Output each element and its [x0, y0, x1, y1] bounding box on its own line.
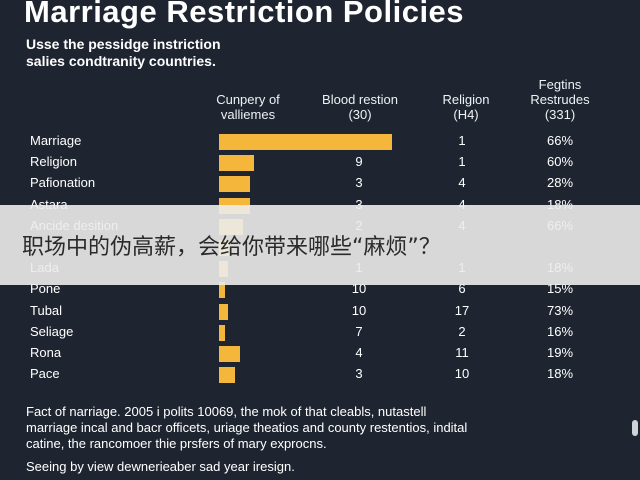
header-blood-line-1: Blood restion: [322, 92, 398, 107]
blood-restriction-value: 10: [351, 302, 367, 318]
bar: [219, 134, 392, 150]
headline-banner: 职场中的伪高薪，会给你带来哪些“麻烦”？: [0, 205, 640, 285]
subtitle-line-1: Usse the pessidge instriction: [26, 36, 221, 52]
chart-title: Marriage Restriction Policies: [24, 0, 465, 29]
blood-restriction-value: 4: [355, 345, 363, 360]
footnote-line-2: marriage incal and bacr officets, uriage…: [26, 420, 468, 435]
header-religion-line-1: Religion: [442, 92, 490, 107]
header-religion-line-2: (H4): [453, 107, 479, 122]
category-label: Rona: [30, 345, 62, 360]
header-restrictions: Fegtins Restrudes (331): [508, 77, 612, 122]
religion-value: 4: [458, 175, 466, 191]
category-label: Pone: [30, 281, 61, 297]
headline-banner-text: 职场中的伪高薪，会给你带来哪些“麻烦”？: [22, 235, 441, 260]
blood-restriction-value: 3: [329, 197, 389, 212]
bar: [219, 346, 240, 362]
bar: [219, 324, 225, 341]
scrollbar-thumb[interactable]: [632, 420, 638, 436]
caption: Seeing by view dewnerieaber sad year ire…: [26, 459, 295, 474]
religion-value: 1: [458, 154, 466, 170]
header-restrictions-line-3: (331): [544, 107, 576, 122]
header-blood-restriction: Blood restion (30): [300, 92, 420, 122]
bar: [219, 282, 225, 299]
restrictions-percent: 28%: [546, 175, 574, 191]
restrictions-percent: 66%: [546, 133, 574, 148]
blood-restriction-value: 9: [355, 154, 363, 170]
restrictions-percent: 16%: [546, 323, 574, 339]
restrictions-percent: 18%: [546, 366, 574, 382]
category-label: Tubal: [30, 302, 63, 318]
category-label: Marriage: [30, 133, 82, 148]
header-blood-line-2: (30): [348, 107, 372, 122]
category-label: Seliage: [30, 323, 74, 339]
religion-value: 10: [454, 366, 470, 382]
blood-restriction-value: 7: [355, 323, 363, 339]
subtitle-line-2: salies condtranity countries.: [26, 53, 216, 69]
restrictions-percent: 19%: [546, 345, 574, 360]
blood-restriction-value: 10: [351, 281, 367, 297]
restrictions-percent: 15%: [546, 281, 574, 297]
header-countries: Cunpery of valliemes: [198, 92, 298, 122]
religion-value: 4: [432, 197, 492, 212]
footnote: Fact of narriage. 2005 i polits 10069, t…: [26, 404, 626, 452]
category-label: Religion: [30, 154, 77, 170]
religion-value: 6: [458, 281, 466, 297]
blood-restriction-value: 3: [355, 366, 363, 382]
footnote-line-1: Fact of narriage. 2005 i polits 10069, t…: [26, 404, 427, 419]
header-countries-line-2: valliemes: [220, 107, 276, 122]
religion-value: 2: [458, 323, 466, 339]
bar: [219, 155, 254, 172]
religion-value: 11: [455, 345, 469, 360]
footnote-line-3: catine, the rancomoer thie prsfers of ma…: [26, 436, 327, 451]
restrictions-percent: 60%: [546, 154, 574, 170]
category-label: Pace: [30, 366, 60, 382]
restrictions-percent: 73%: [546, 302, 574, 318]
bar: [219, 367, 235, 384]
religion-value: 17: [454, 302, 470, 318]
bar: [219, 176, 251, 193]
header-countries-line-1: Cunpery of: [216, 92, 280, 107]
blood-restriction-value: 3: [355, 175, 363, 191]
chart-subtitle: Usse the pessidge instriction salies con…: [26, 36, 221, 70]
header-restrictions-line-2: Restrudes: [530, 92, 590, 107]
bar: [219, 303, 228, 320]
religion-value: 1: [458, 133, 466, 148]
header-religion: Religion (H4): [426, 92, 506, 122]
header-restrictions-line-1: Fegtins: [538, 77, 582, 92]
category-label: Pafionation: [30, 175, 96, 191]
